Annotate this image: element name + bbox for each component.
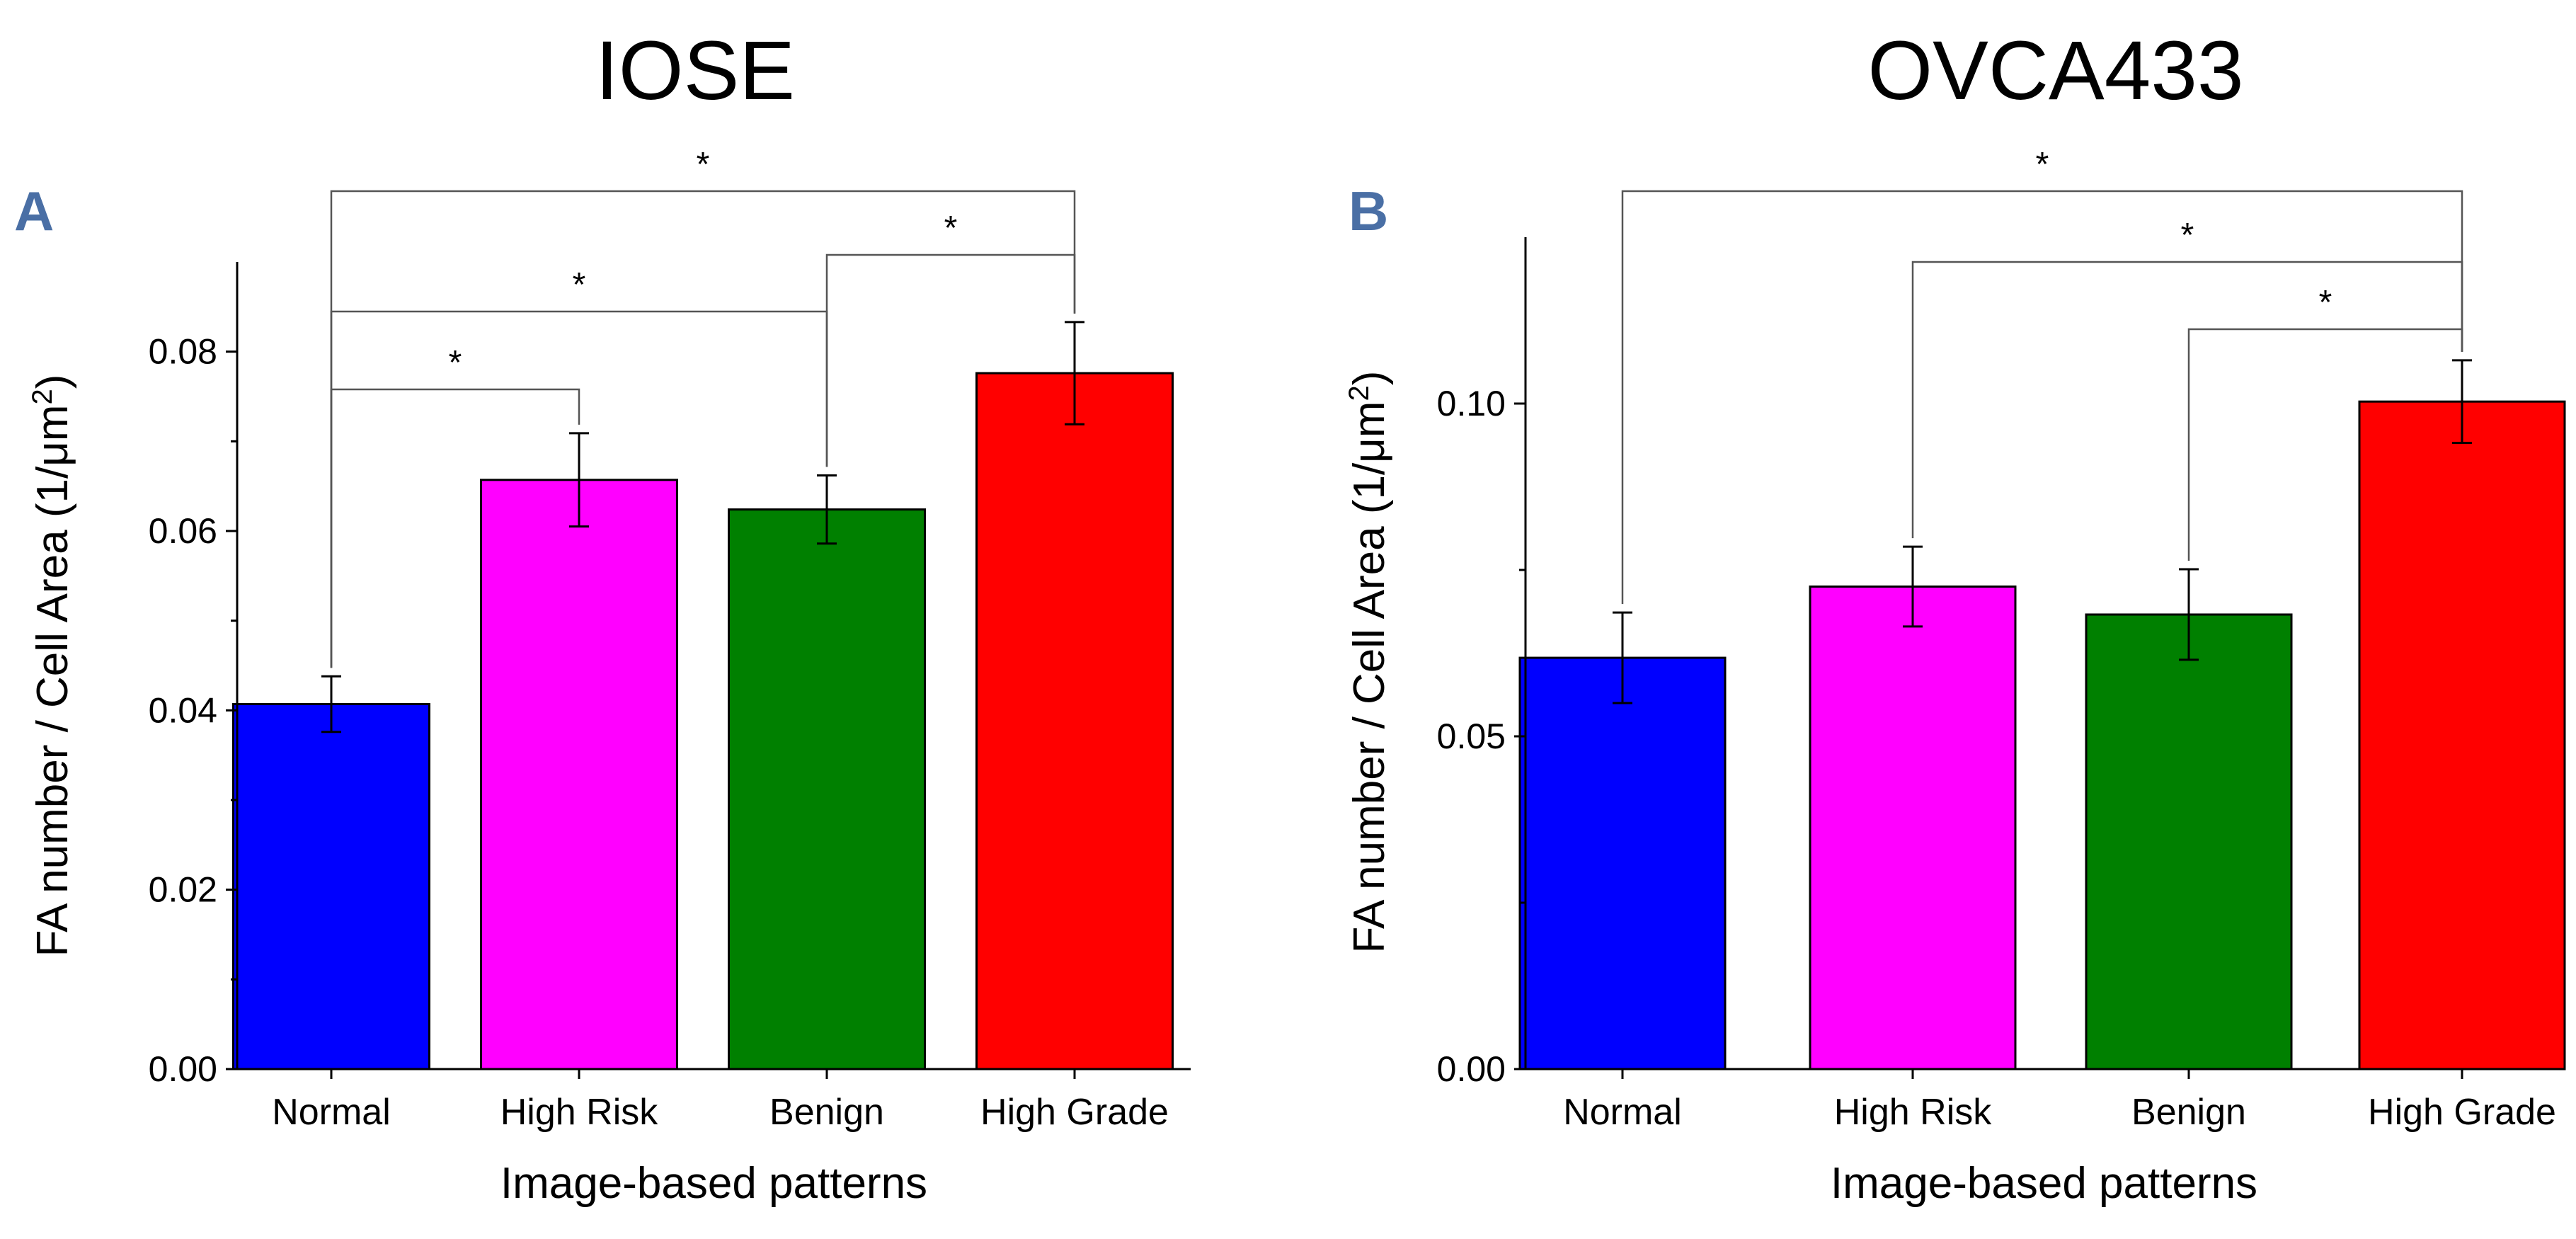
significance-bracket	[1621, 190, 2463, 605]
significance-star: *	[449, 344, 462, 382]
panel-a: IOSE A 0.00 0.02 0.04 0.06 0.08 Normal High Risk…	[14, 24, 1191, 1208]
y-axis-title-part: )	[1345, 371, 1394, 386]
panel-letter: A	[14, 180, 54, 242]
bar	[232, 702, 430, 1070]
significance-star: *	[944, 210, 958, 247]
category-label: High Risk	[500, 1092, 658, 1133]
y-axis-title-unit: μm	[28, 404, 77, 466]
category-label: High Grade	[980, 1092, 1169, 1133]
significance-star: *	[2319, 284, 2332, 321]
y-axis-title-superscript: 2	[1344, 385, 1375, 401]
category-label: Benign	[769, 1092, 884, 1133]
significance-bracket	[330, 190, 1076, 668]
y-tick-label: 0.00	[149, 1049, 217, 1089]
y-axis-title: FA number / Cell Area (1/μm2)	[27, 375, 77, 957]
y-axis-title-superscript: 2	[27, 389, 58, 404]
bar	[1518, 656, 1727, 1070]
category-label: Benign	[2131, 1092, 2246, 1133]
y-tick-label: 0.10	[1437, 384, 1506, 423]
y-axis-title-part: FA number / Cell Area (1/	[1345, 462, 1394, 953]
bar	[975, 372, 1174, 1070]
panel-b: OVCA433 B 0.00 0.05 0.10 Normal High Risk Benig…	[1344, 24, 2566, 1208]
panel-letter: B	[1349, 180, 1388, 242]
category-label: Normal	[1563, 1092, 1682, 1133]
y-tick-label: 0.04	[149, 690, 217, 730]
y-axis-title-part: FA number / Cell Area (1/	[28, 466, 77, 957]
y-tick-label: 0.00	[1437, 1049, 1506, 1089]
panel-title: OVCA433	[1867, 24, 2243, 118]
bar	[2358, 400, 2566, 1070]
bar	[728, 508, 926, 1070]
category-label: Normal	[272, 1092, 391, 1133]
x-axis-title: Image-based patterns	[500, 1159, 927, 1208]
bar	[1809, 586, 2017, 1070]
significance-star: *	[573, 266, 586, 304]
y-axis-title-part: )	[28, 375, 77, 389]
x-axis-title: Image-based patterns	[1831, 1159, 2257, 1208]
significance-star: *	[2181, 217, 2194, 254]
y-tick-label: 0.05	[1437, 716, 1506, 756]
y-tick-label: 0.08	[149, 332, 217, 372]
y-tick-label: 0.02	[149, 870, 217, 910]
y-tick-label: 0.06	[149, 511, 217, 551]
significance-star: *	[697, 146, 710, 183]
bar	[2085, 613, 2293, 1070]
significance-star: *	[2036, 146, 2049, 183]
category-label: High Grade	[2368, 1092, 2556, 1133]
y-axis-title-unit: μm	[1345, 401, 1394, 462]
y-axis-title: FA number / Cell Area (1/μm2)	[1344, 371, 1394, 954]
panel-title: IOSE	[595, 24, 795, 118]
category-label: High Risk	[1834, 1092, 1992, 1133]
bar	[480, 479, 678, 1070]
